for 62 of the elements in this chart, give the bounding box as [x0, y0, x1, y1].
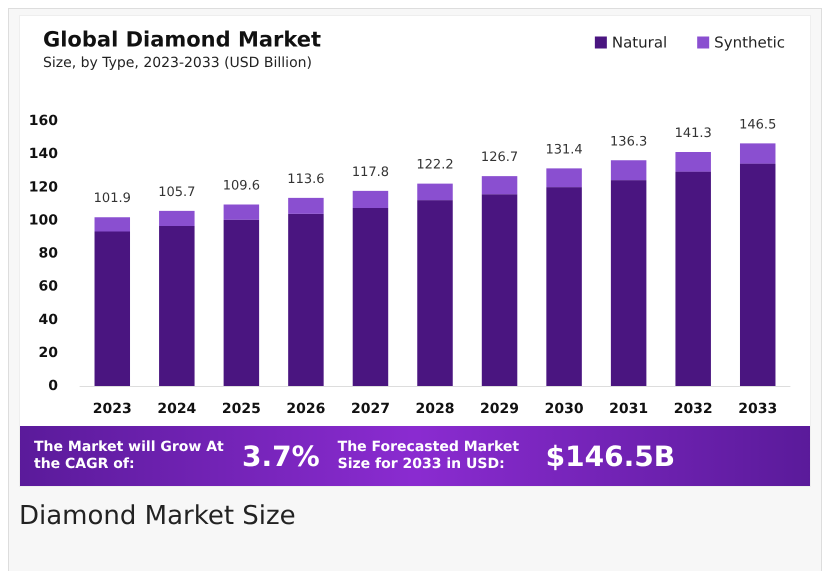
bar: [159, 210, 195, 226]
y-tick-label: 0: [48, 378, 58, 394]
text: Diamond Market Size: [19, 501, 297, 531]
x-tick-label: 2031: [609, 401, 648, 417]
y-tick-label: 80: [38, 246, 58, 262]
text: 3.7%: [242, 438, 320, 474]
bar: [352, 190, 388, 208]
bar: [94, 231, 130, 386]
bar: [288, 198, 324, 214]
x-tick-label: 2027: [350, 401, 390, 417]
x-tick-label: 2032: [674, 401, 713, 417]
bar: [288, 214, 324, 386]
bar: [159, 226, 195, 386]
chart-subtitle: Size, by Type, 2023-2033 (USD Billion): [43, 55, 312, 71]
total-label: 131.4: [545, 142, 583, 158]
total-label: 105.7: [158, 184, 196, 200]
total-label: 109.6: [222, 178, 260, 194]
y-tick-label: 40: [38, 312, 58, 328]
bar: [675, 152, 711, 172]
total-label: 141.3: [674, 126, 712, 141]
x-tick-label: 2025: [222, 401, 261, 417]
bar: [740, 143, 776, 164]
legend-label: Synthetic: [714, 34, 786, 52]
bar: [224, 204, 260, 220]
bar: [352, 208, 388, 386]
total-label: 146.5: [739, 117, 776, 132]
bar: [94, 217, 130, 232]
legend-label: Natural: [612, 34, 668, 52]
bar: [482, 176, 518, 194]
bar: [740, 164, 776, 386]
bar: [224, 220, 260, 386]
x-tick-label: 2026: [286, 401, 326, 417]
bar: [610, 180, 646, 386]
text: The Forecasted Market Size for 2033 in USD:: [338, 438, 520, 474]
text: $146.5B: [546, 438, 676, 474]
y-tick-label: 160: [28, 113, 58, 129]
total-label: 122.2: [416, 158, 454, 173]
x-tick-label: 2028: [416, 401, 454, 417]
bar: [482, 194, 518, 386]
y-tick-label: 20: [38, 344, 58, 361]
bar: [675, 172, 711, 386]
x-tick-label: 2029: [480, 401, 520, 417]
text: The Market will Grow At the CAGR of:: [34, 438, 224, 474]
total-label: 136.3: [610, 134, 648, 150]
total-label: 113.6: [287, 172, 325, 187]
bar: [610, 160, 646, 180]
x-tick-label: 2033: [738, 401, 778, 417]
total-label: 101.9: [94, 191, 131, 206]
total-label: 126.7: [480, 150, 518, 166]
x-tick-label: 2023: [92, 401, 132, 417]
chart-title: Global Diamond Market: [43, 28, 322, 52]
total-label: 117.8: [352, 164, 390, 180]
y-tick-label: 120: [28, 179, 58, 196]
y-tick-label: 60: [38, 278, 58, 295]
y-tick-label: 140: [28, 146, 58, 162]
bar: [546, 187, 582, 386]
x-tick-label: 2030: [544, 401, 584, 417]
bar: [546, 168, 582, 188]
bar: [417, 200, 453, 386]
bar: [417, 184, 453, 200]
x-tick-label: 2024: [157, 401, 197, 417]
y-tick-label: 100: [28, 212, 58, 228]
